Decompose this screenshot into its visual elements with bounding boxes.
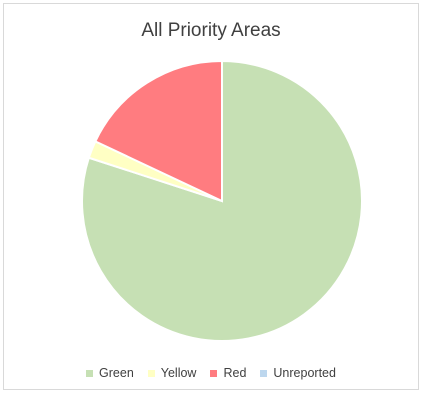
- legend-label: Red: [223, 366, 247, 380]
- legend-label: Green: [99, 366, 134, 380]
- pie-chart: [81, 59, 363, 342]
- legend-item-yellow: Yellow: [147, 366, 197, 380]
- legend-item-red: Red: [210, 366, 246, 380]
- legend-label: Unreported: [273, 366, 336, 380]
- legend-swatch: [147, 369, 155, 377]
- chart-title: All Priority Areas: [141, 20, 281, 41]
- legend-item-unreported: Unreported: [260, 366, 336, 380]
- pie-slice-red: [93, 59, 223, 203]
- chart-frame: All Priority Areas Green Yellow Red Unrepor…: [3, 3, 419, 390]
- legend-swatch: [210, 369, 218, 377]
- legend: Green Yellow Red Unreported: [4, 366, 418, 380]
- legend-label: Yellow: [160, 366, 197, 380]
- legend-swatch: [260, 369, 268, 377]
- legend-swatch: [86, 369, 94, 377]
- legend-item-green: Green: [86, 366, 134, 380]
